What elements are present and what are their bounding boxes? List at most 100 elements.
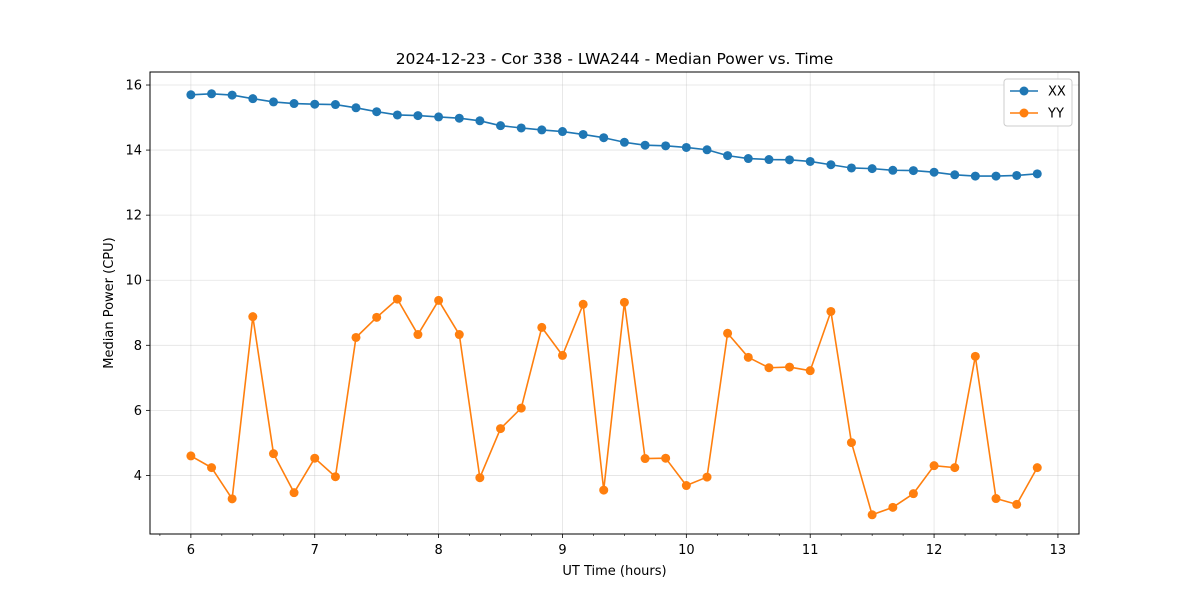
x-tick-label: 7 xyxy=(311,543,319,558)
data-point-xx xyxy=(516,123,526,133)
data-point-xx xyxy=(950,170,960,180)
data-point-yy xyxy=(888,502,898,512)
data-point-yy xyxy=(661,453,671,463)
data-point-xx xyxy=(351,103,361,113)
plot-frame xyxy=(149,71,1080,535)
y-tick-label: 16 xyxy=(125,79,142,94)
data-point-xx xyxy=(640,140,650,150)
data-point-xx xyxy=(289,99,299,109)
legend-label-xx: XX xyxy=(1048,85,1066,100)
data-point-yy xyxy=(846,438,856,448)
data-point-yy xyxy=(764,363,774,373)
data-point-xx xyxy=(1012,170,1022,180)
series-yy xyxy=(186,294,1042,520)
data-point-yy xyxy=(970,351,980,361)
data-point-xx xyxy=(723,151,733,161)
data-point-xx xyxy=(207,89,217,99)
legend-marker-xx xyxy=(1019,86,1029,96)
data-point-xx xyxy=(268,97,278,107)
x-tick-label: 13 xyxy=(1050,543,1067,558)
data-point-yy xyxy=(723,328,733,338)
data-point-xx xyxy=(1032,169,1042,179)
data-point-xx xyxy=(330,100,340,110)
data-point-yy xyxy=(516,403,526,413)
data-point-xx xyxy=(743,154,753,164)
data-point-yy xyxy=(434,295,444,305)
legend-item-yy: YY xyxy=(1010,107,1064,122)
data-point-yy xyxy=(496,424,506,434)
data-point-yy xyxy=(599,485,609,495)
data-point-yy xyxy=(702,472,712,482)
data-point-xx xyxy=(929,167,939,177)
data-point-xx xyxy=(826,160,836,170)
series-layer xyxy=(186,89,1042,520)
data-point-xx xyxy=(186,90,196,100)
data-point-xx xyxy=(785,155,795,165)
data-point-yy xyxy=(1032,463,1042,473)
y-axis: 4 6 8 10 12 14 16 xyxy=(125,79,150,484)
data-point-yy xyxy=(743,352,753,362)
y-tick-label: 14 xyxy=(125,144,142,159)
data-point-yy xyxy=(392,294,402,304)
data-point-xx xyxy=(867,164,877,174)
data-point-yy xyxy=(557,350,567,360)
data-point-yy xyxy=(826,306,836,316)
x-axis: 6 7 8 9 10 11 12 13 xyxy=(159,534,1067,558)
data-point-xx xyxy=(248,94,258,104)
data-point-yy xyxy=(908,489,918,499)
data-point-xx xyxy=(310,99,320,109)
data-point-xx xyxy=(372,107,382,117)
data-point-xx xyxy=(392,110,402,120)
grid-lines xyxy=(150,72,1079,534)
data-point-yy xyxy=(475,473,485,483)
data-point-xx xyxy=(599,133,609,143)
data-point-xx xyxy=(227,90,237,100)
legend-label-yy: YY xyxy=(1047,107,1064,122)
x-tick-label: 9 xyxy=(558,543,566,558)
data-point-xx xyxy=(805,156,815,166)
x-axis-label: UT Time (hours) xyxy=(562,564,666,579)
series-xx xyxy=(186,89,1042,181)
data-point-xx xyxy=(991,171,1001,181)
legend-item-xx: XX xyxy=(1010,85,1066,100)
y-tick-label: 12 xyxy=(125,209,142,224)
data-point-yy xyxy=(268,449,278,459)
data-point-yy xyxy=(227,494,237,504)
x-tick-label: 6 xyxy=(187,543,195,558)
data-point-yy xyxy=(929,461,939,471)
data-point-xx xyxy=(681,142,691,152)
y-axis-label: Median Power (CPU) xyxy=(102,237,117,368)
data-point-yy xyxy=(372,312,382,322)
data-point-yy xyxy=(867,510,877,520)
data-point-yy xyxy=(413,330,423,340)
series-line-yy xyxy=(190,298,1038,516)
data-point-yy xyxy=(785,362,795,372)
x-tick-label: 8 xyxy=(434,543,442,558)
data-point-xx xyxy=(764,155,774,165)
data-point-yy xyxy=(950,463,960,473)
data-point-yy xyxy=(578,299,588,309)
data-point-xx xyxy=(888,165,898,175)
data-point-yy xyxy=(1012,499,1022,509)
data-point-yy xyxy=(619,297,629,307)
data-point-yy xyxy=(681,481,691,491)
data-point-yy xyxy=(248,312,258,322)
data-point-yy xyxy=(351,332,361,342)
data-point-yy xyxy=(991,494,1001,504)
x-tick-label: 12 xyxy=(926,543,943,558)
data-point-xx xyxy=(702,145,712,155)
data-point-xx xyxy=(475,116,485,126)
y-tick-label: 4 xyxy=(134,469,142,484)
data-point-yy xyxy=(330,472,340,482)
data-point-yy xyxy=(805,366,815,376)
data-point-xx xyxy=(557,127,567,137)
x-tick-label: 11 xyxy=(802,543,819,558)
data-point-xx xyxy=(661,141,671,151)
data-point-yy xyxy=(537,322,547,332)
data-point-xx xyxy=(846,163,856,173)
data-point-xx xyxy=(434,112,444,122)
data-point-yy xyxy=(310,453,320,463)
data-point-xx xyxy=(578,129,588,139)
data-point-xx xyxy=(619,137,629,147)
data-point-yy xyxy=(186,451,196,461)
